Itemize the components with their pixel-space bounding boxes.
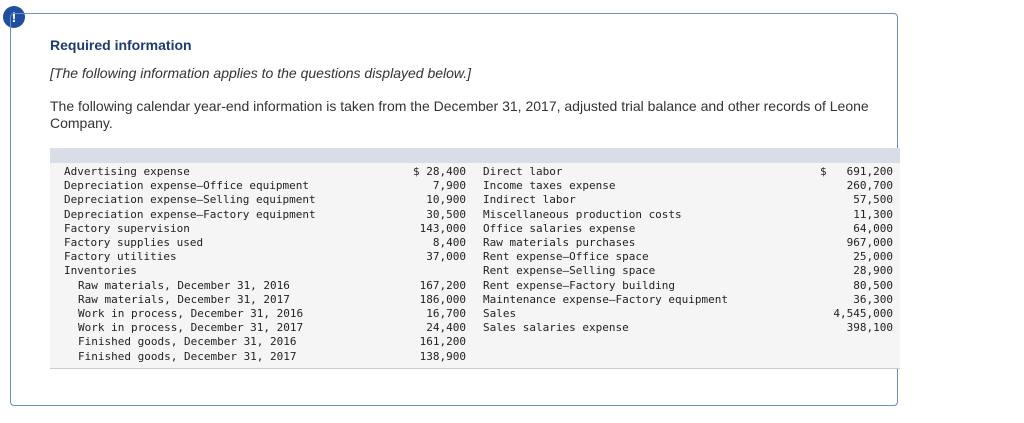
row-amount: 138,900 <box>419 349 466 363</box>
row-label: Rent expense—Office space <box>483 250 649 264</box>
row-label: Office salaries expense <box>483 221 636 235</box>
row-amount: 37,000 <box>426 250 466 264</box>
note: [The following information applies to th… <box>50 65 472 81</box>
row-amount: 691,200 <box>846 165 893 178</box>
row-amount: 967,000 <box>846 236 893 249</box>
row-amount: 16,700 <box>426 307 466 320</box>
row-label: Miscellaneous production costs <box>483 207 682 221</box>
row-label: Raw materials purchases <box>483 236 636 249</box>
row-label: Depreciation expense—Selling equipment <box>64 193 316 207</box>
row-label: Rent expense—Factory building <box>483 278 676 292</box>
row-label: Finished goods, December 31, 2017 <box>78 349 297 363</box>
row-amount: 7,900 <box>432 179 466 193</box>
row-amount: 28,900 <box>853 264 893 278</box>
row-amount: 398,100 <box>846 321 893 335</box>
row-label: Indirect labor <box>483 193 576 207</box>
row-amount: 24,400 <box>426 321 466 335</box>
row-label: Work in process, December 31, 2017 <box>78 321 304 335</box>
row-amount: 8,400 <box>432 236 466 249</box>
row-amount: 10,900 <box>426 193 466 207</box>
row-label: Raw materials, December 31, 2016 <box>78 278 290 292</box>
row-amount: 36,300 <box>853 292 893 306</box>
row-amount: 186,000 <box>419 292 466 306</box>
row-label: Depreciation expense—Office equipment <box>64 179 310 193</box>
row-amount: 167,200 <box>419 278 466 292</box>
row-label: Finished goods, December 31, 2016 <box>78 335 297 349</box>
row-label: Rent expense—Selling space <box>483 264 656 278</box>
row-label: Sales <box>483 307 517 320</box>
row-amount: 57,500 <box>853 193 893 207</box>
row-label: Factory supplies used <box>64 236 204 249</box>
row-amount: 64,000 <box>853 221 893 235</box>
row-label: Raw materials, December 31, 2017 <box>78 292 290 306</box>
row-label: Factory utilities <box>64 250 177 264</box>
row-label: Factory supervision <box>64 221 190 235</box>
row-label: Direct labor <box>483 165 563 178</box>
row-label: Inventories <box>64 264 137 278</box>
row-label: Depreciation expense—Factory equipment <box>64 207 316 221</box>
row-amount: 11,300 <box>853 207 893 221</box>
title: Required information <box>50 37 192 53</box>
table-header <box>50 148 900 163</box>
row-amount: 143,000 <box>419 221 466 235</box>
row-amount: $ 28,400 <box>413 165 466 178</box>
alert-icon: ! <box>3 6 25 28</box>
row-amount: 4,545,000 <box>833 307 893 320</box>
row-amount: 260,700 <box>846 179 893 193</box>
row-label: Advertising expense <box>64 165 190 178</box>
row-amount: 30,500 <box>426 207 466 221</box>
intro: The following calendar year-end informat… <box>50 98 869 131</box>
row-amount: 161,200 <box>419 335 466 349</box>
row-label: Work in process, December 31, 2016 <box>78 307 304 320</box>
row-amount: 25,000 <box>853 250 893 264</box>
row-label: Sales salaries expense <box>483 321 629 335</box>
row-currency: $ <box>820 165 827 178</box>
row-label: Income taxes expense <box>483 179 616 193</box>
data-table: Advertising expense $ 28,400 Depreciation … <box>50 148 900 369</box>
row-label: Maintenance expense—Factory equipment <box>483 292 729 306</box>
row-amount: 80,500 <box>853 278 893 292</box>
